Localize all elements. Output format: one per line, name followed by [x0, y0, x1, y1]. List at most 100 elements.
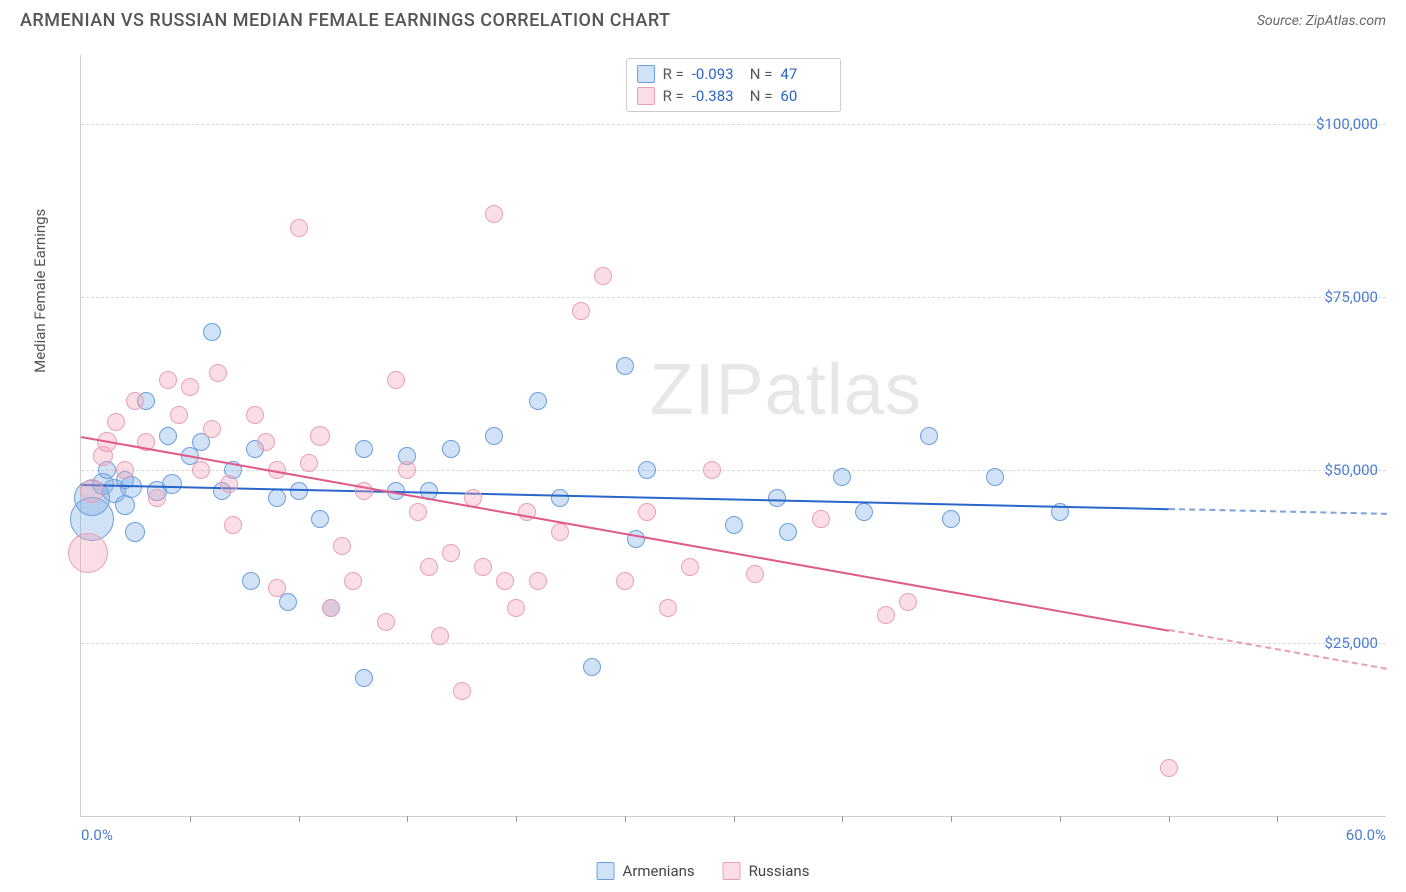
gridline [81, 297, 1386, 298]
data-point [551, 523, 569, 541]
data-point [246, 406, 264, 424]
data-point [420, 558, 438, 576]
data-point [920, 427, 938, 445]
data-point [442, 440, 460, 458]
legend-swatch-icon [723, 862, 741, 880]
data-point [203, 323, 221, 341]
data-point [107, 413, 125, 431]
correlation-stats-box: R = -0.093 N = 47 R = -0.383 N = 60 [626, 58, 842, 112]
data-point [877, 606, 895, 624]
watermark: ZIPatlas [650, 349, 922, 431]
data-point [311, 510, 329, 528]
data-point [529, 392, 547, 410]
chart-header: ARMENIAN VS RUSSIAN MEDIAN FEMALE EARNIN… [0, 0, 1406, 36]
x-tick [842, 816, 843, 822]
data-point [242, 572, 260, 590]
data-point [209, 364, 227, 382]
stat-value-r: -0.383 [692, 87, 742, 105]
stats-swatch-icon [637, 65, 655, 83]
plot-region: ZIPatlas R = -0.093 N = 47 R = -0.383 N = 60 $2… [80, 55, 1386, 817]
stat-label-n: N = [750, 87, 773, 105]
data-point [116, 461, 134, 479]
legend: Armenians Russians [597, 862, 810, 880]
chart-area: Median Female Earnings ZIPatlas R =-0.09… [50, 55, 1386, 837]
legend-item-russians: Russians [723, 862, 810, 880]
data-point [703, 461, 721, 479]
stat-value-n: 60 [780, 87, 830, 105]
y-axis-label: $100,000 [1316, 115, 1378, 133]
data-point [344, 572, 362, 590]
data-point [398, 461, 416, 479]
data-point [529, 572, 547, 590]
data-point [80, 479, 104, 503]
data-point [181, 378, 199, 396]
data-point [333, 537, 351, 555]
stats-row: R = -0.383 N = 60 [637, 85, 831, 107]
data-point [942, 510, 960, 528]
stat-label-n: N = [750, 65, 773, 83]
data-point [485, 205, 503, 223]
gridline [81, 643, 1386, 644]
data-point [768, 489, 786, 507]
data-point [616, 357, 634, 375]
data-point [387, 371, 405, 389]
stat-value-r: -0.093 [692, 65, 742, 83]
regression-line [81, 436, 1169, 632]
gridline [81, 124, 1386, 125]
data-point [290, 219, 308, 237]
x-tick [1277, 816, 1278, 822]
data-point [779, 523, 797, 541]
data-point [162, 474, 182, 494]
data-point [986, 468, 1004, 486]
data-point [583, 658, 601, 676]
regression-line-dashed [1168, 508, 1386, 515]
x-axis-label: 0.0% [81, 826, 113, 844]
stats-row: R =-0.093N =47 [637, 63, 831, 85]
data-point [159, 371, 177, 389]
regression-line [81, 484, 1169, 510]
x-tick [1169, 816, 1170, 822]
data-point [224, 516, 242, 534]
data-point [474, 558, 492, 576]
data-point [355, 440, 373, 458]
data-point [120, 476, 142, 498]
data-point [725, 516, 743, 534]
data-point [453, 682, 471, 700]
source-attribution: Source: ZipAtlas.com [1257, 13, 1386, 29]
data-point [551, 489, 569, 507]
y-axis-label: $25,000 [1324, 634, 1378, 652]
x-tick [625, 816, 626, 822]
x-axis-label: 60.0% [1346, 826, 1386, 844]
data-point [616, 572, 634, 590]
x-tick [299, 816, 300, 822]
data-point [192, 461, 210, 479]
legend-item-armenians: Armenians [597, 862, 695, 880]
legend-swatch-icon [597, 862, 615, 880]
legend-label: Armenians [623, 862, 695, 880]
data-point [300, 454, 318, 472]
data-point [257, 433, 275, 451]
stat-label-r: R = [663, 87, 684, 105]
x-tick [407, 816, 408, 822]
data-point [159, 427, 177, 445]
data-point [572, 302, 590, 320]
data-point [833, 468, 851, 486]
data-point [812, 510, 830, 528]
y-axis-title: Median Female Earnings [31, 209, 49, 373]
data-point [409, 503, 427, 521]
stats-swatch-icon [637, 87, 655, 105]
data-point [220, 475, 238, 493]
data-point [1160, 759, 1178, 777]
data-point [322, 599, 340, 617]
y-axis-label: $50,000 [1324, 461, 1378, 479]
data-point [681, 558, 699, 576]
data-point [594, 267, 612, 285]
data-point [431, 627, 449, 645]
data-point [746, 565, 764, 583]
x-tick [516, 816, 517, 822]
data-point [496, 572, 514, 590]
x-tick [734, 816, 735, 822]
data-point [310, 426, 330, 446]
stat-value-n: 47 [780, 65, 830, 83]
data-point [855, 503, 873, 521]
